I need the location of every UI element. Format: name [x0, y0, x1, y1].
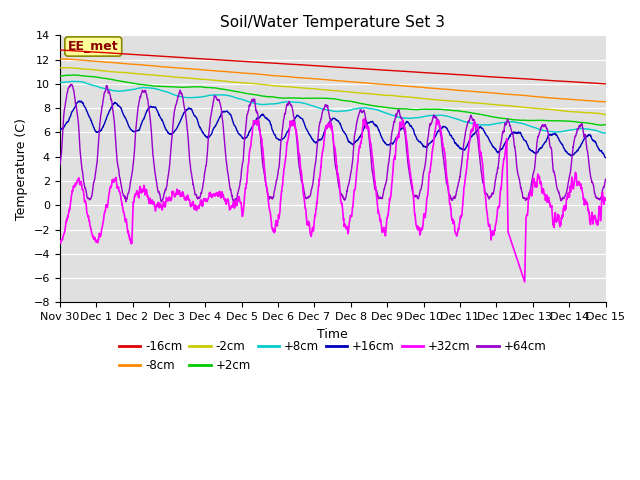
Y-axis label: Temperature (C): Temperature (C): [15, 118, 28, 220]
Title: Soil/Water Temperature Set 3: Soil/Water Temperature Set 3: [220, 15, 445, 30]
X-axis label: Time: Time: [317, 328, 348, 341]
Legend: -16cm, -8cm, -2cm, +2cm, +8cm, +16cm, +32cm, +64cm: -16cm, -8cm, -2cm, +2cm, +8cm, +16cm, +3…: [115, 336, 551, 377]
Text: EE_met: EE_met: [68, 40, 118, 53]
